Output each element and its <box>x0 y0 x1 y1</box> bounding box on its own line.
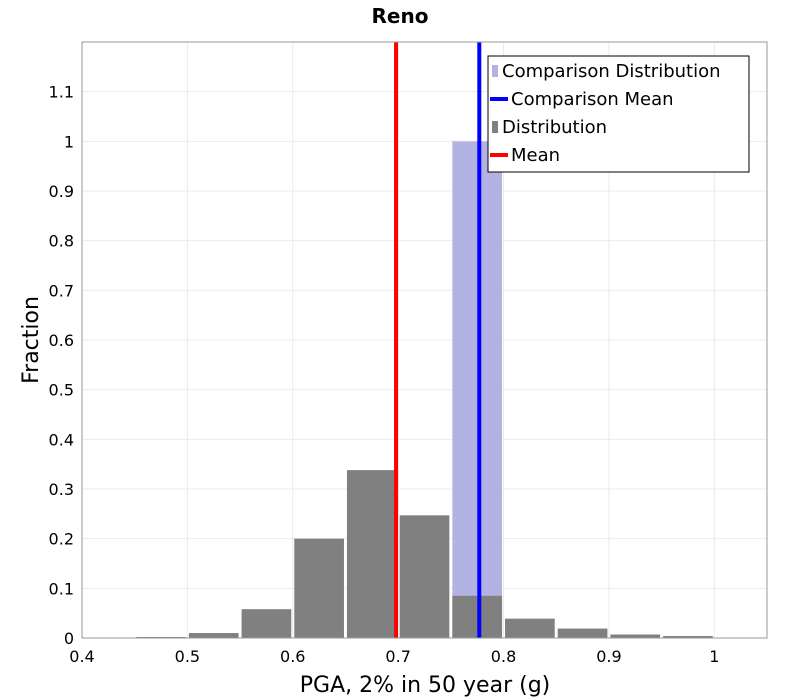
legend-label: Mean <box>511 145 560 166</box>
x-tick-label: 0.4 <box>69 647 94 666</box>
histogram-bar <box>610 634 661 638</box>
histogram-bar <box>346 470 397 638</box>
histogram-bar <box>452 141 503 639</box>
y-tick-label: 0.7 <box>49 281 74 300</box>
legend-swatch <box>492 65 498 77</box>
histogram-bar <box>294 538 344 638</box>
histogram-bar <box>663 636 713 638</box>
y-tick-label: 0.2 <box>49 530 74 549</box>
histogram-bar <box>505 618 555 638</box>
plot-frame <box>81 41 768 639</box>
y-tick-label: 0.3 <box>49 480 74 499</box>
histogram-bar <box>188 633 239 638</box>
legend-label: Comparison Distribution <box>502 61 721 82</box>
x-tick-label: 0.5 <box>175 647 200 666</box>
y-tick-label: 1.1 <box>49 83 74 102</box>
histogram-bar <box>452 595 503 638</box>
histogram-bar <box>557 628 608 638</box>
y-axis-title: Fraction <box>19 296 44 384</box>
mean-lines <box>394 42 482 638</box>
legend-box <box>487 55 750 173</box>
y-tick-label: 0.1 <box>49 579 74 598</box>
x-tick-label: 0.7 <box>385 647 410 666</box>
legend-swatch <box>492 121 498 133</box>
y-tick-label: 0.4 <box>49 430 74 449</box>
histogram-bar <box>399 515 450 638</box>
x-tick-label: 1 <box>709 647 719 666</box>
y-tick-label: 0 <box>64 629 74 648</box>
y-tick-label: 0.5 <box>49 381 74 400</box>
histogram-bar <box>241 609 292 638</box>
y-tick-label: 0.8 <box>49 232 74 251</box>
x-tick-label: 0.9 <box>596 647 621 666</box>
x-tick-label: 0.6 <box>280 647 305 666</box>
axes: 0.4 0.5 0.6 0.7 0.8 0.9 1 0 0.1 0.2 0.3 0.4 0.5 0.6 0.… <box>49 41 768 666</box>
chart-title: Reno <box>372 4 429 28</box>
y-tick-label: 1 <box>64 132 74 151</box>
x-axis-title: PGA, 2% in 50 year (g) <box>300 673 551 698</box>
legend-label: Comparison Mean <box>511 89 674 110</box>
legend-label: Distribution <box>502 117 607 138</box>
bars <box>136 141 713 639</box>
legend: Comparison Distribution Comparison Mean Di… <box>487 55 750 173</box>
y-tick-label: 0.9 <box>49 182 74 201</box>
y-tick-label: 0.6 <box>49 331 74 350</box>
x-tick-label: 0.8 <box>491 647 516 666</box>
